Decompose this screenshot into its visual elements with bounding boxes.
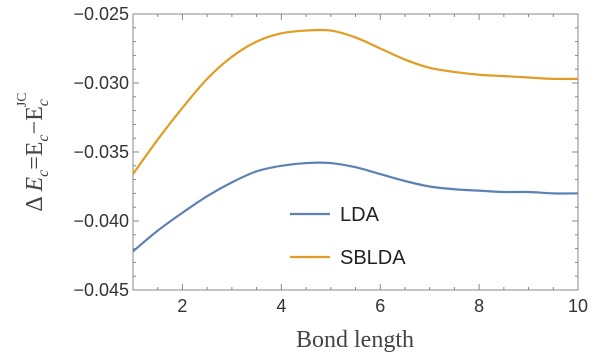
y-tick-label: −0.045 [73, 280, 129, 300]
series-line-lda [132, 161, 579, 253]
axis-ticks [132, 13, 579, 291]
y-axis-title-eq: =E [22, 142, 48, 170]
series-line-sblda [132, 28, 579, 175]
x-tick-label: 8 [474, 296, 484, 316]
y-axis-title-sup: JC [15, 92, 30, 107]
x-tick-label: 6 [375, 296, 385, 316]
y-axis-title-minus: −E [22, 106, 48, 134]
series-layer [132, 28, 579, 253]
x-axis-title: Bond length [296, 327, 414, 353]
legend-label-sblda: SBLDA [340, 247, 406, 269]
y-axis-title: Δ Ec=Ec−EcJC [15, 92, 52, 211]
y-axis-title-sub3: c [35, 99, 52, 106]
y-axis-title-sub2: c [35, 134, 52, 141]
legend: LDA SBLDA [290, 204, 406, 269]
legend-label-lda: LDA [340, 204, 380, 226]
x-tick-label: 4 [276, 296, 286, 316]
y-axis-title-sub1: c [35, 170, 52, 177]
y-tick-label: −0.040 [73, 211, 129, 231]
axis-tick-labels: 2 4 6 8 10 −0.045 −0.040 −0.035 −0.030 −0.025 [73, 4, 588, 316]
y-tick-label: −0.030 [73, 73, 129, 93]
y-axis-title-E: E [22, 177, 48, 193]
x-tick-label: 10 [568, 296, 588, 316]
x-tick-label: 2 [177, 296, 187, 316]
y-axis-title-prefix: Δ [22, 192, 48, 212]
y-tick-label: −0.025 [73, 4, 129, 24]
y-tick-label: −0.035 [73, 142, 129, 162]
